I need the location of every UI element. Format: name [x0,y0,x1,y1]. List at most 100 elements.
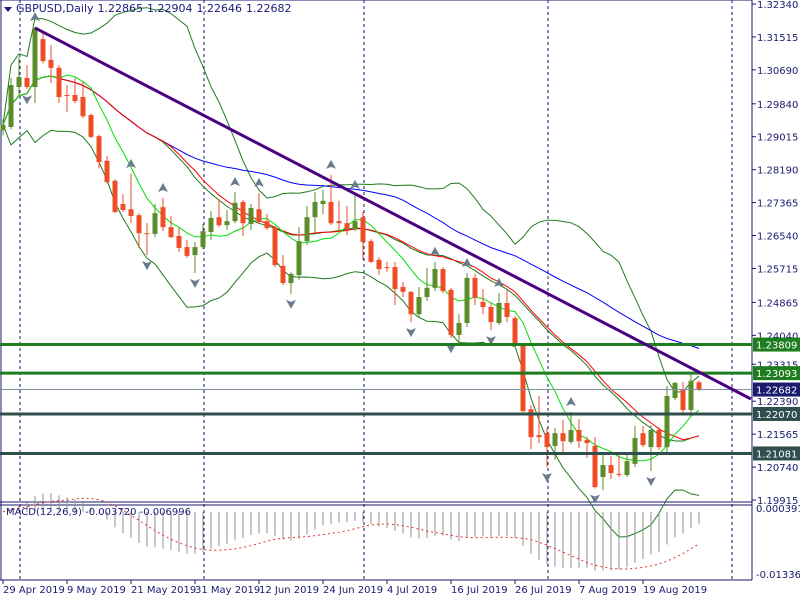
fractal-up-arrow-icon [126,159,136,169]
candle-bearish [544,433,550,448]
date-tick-label: 29 Apr 2019 [3,585,65,596]
price-tick-label: 1.29015 [757,133,798,144]
candle-bearish [104,160,110,183]
candle-bearish [48,59,54,68]
moving-average-fast [2,74,700,462]
candle-bearish [240,202,246,224]
candle-bullish [312,202,318,218]
candle-bearish [40,39,46,62]
fractal-up-arrow-icon [30,12,40,22]
candle-bearish [88,114,94,137]
candle-bearish [528,409,534,438]
price-level-label: 1.22070 [756,410,797,421]
close-value: 1.22682 [246,2,292,15]
candle-bearish [576,429,582,442]
macd-signal-line [2,497,700,570]
fractal-up-arrow-icon [430,246,440,256]
candle-bullish [688,380,694,410]
candle-bearish [272,227,278,266]
candle-bullish [16,77,22,88]
macd-header: MACD(12,26,9) -0.003720 -0.006996 [6,507,191,518]
candle-bearish [80,97,86,117]
fractal-down-arrow-icon [142,261,152,271]
date-tick-label: 24 Jun 2019 [323,585,383,596]
price-tick-label: 1.26540 [757,232,798,243]
fractal-down-arrow-icon [286,299,296,309]
candle-bearish [184,247,190,256]
price-level-label: 1.23809 [756,341,797,352]
candle-bearish [504,302,510,317]
moving-average-mid [2,75,700,441]
candle-bearish [616,473,622,475]
candle-bearish [144,233,150,235]
candle-bearish [176,235,182,248]
date-tick-label: 26 Jul 2019 [515,585,572,596]
dropdown-triangle-icon[interactable] [4,6,12,12]
candle-bullish [552,433,558,446]
date-tick-label: 21 May 2019 [131,585,196,596]
price-level-label-box [753,382,800,397]
price-tick-label: 1.23315 [757,360,798,371]
chart-header: GBPUSD,Daily 1.22865 1.22904 1.22646 1.22682 [4,2,296,15]
price-tick-label: 1.30690 [757,66,798,77]
candle-bearish [256,209,262,222]
candle-bearish [400,287,406,292]
candle-bullish [8,85,14,127]
fractal-down-arrow-icon [542,473,552,483]
fractal-up-arrow-icon [254,177,264,187]
candle-bearish [360,217,366,242]
candle-bearish [512,318,518,345]
bollinger-middle-band [2,75,700,442]
fractal-down-arrow-icon [486,336,496,346]
candle-bearish [120,203,126,210]
candle-bullish [416,297,422,315]
fractal-up-arrow-icon [350,179,360,189]
fractal-up-arrow-icon [230,177,240,187]
fractal-down-arrow-icon [646,477,656,487]
candle-bullish [648,429,654,448]
date-tick-label: 9 May 2019 [67,585,126,596]
price-level-label-box [753,406,800,421]
candle-bullish [224,221,230,226]
candle-bearish [384,267,390,269]
candle-bullish [152,213,158,234]
candle-bearish [408,291,414,315]
fractal-down-arrow-icon [590,494,600,504]
fractal-down-arrow-icon [22,95,32,105]
candle-bearish [128,209,134,216]
price-tick-label: 1.20740 [757,463,798,474]
candle-bearish [696,382,702,390]
price-level-label-box [753,446,800,461]
low-value: 1.22646 [196,2,243,15]
macd-signal-value: -0.006996 [139,507,191,518]
price-tick-label: 1.19915 [757,496,798,507]
fractal-up-arrow-icon [566,396,576,406]
candle-bearish [96,136,102,163]
candle-bullish [496,302,502,323]
candle-bearish [24,77,30,88]
candle-bullish [200,231,206,248]
price-tick-label: 1.24040 [757,331,798,342]
candle-bearish [480,301,486,307]
candle-bearish [64,95,70,97]
trendline [34,26,752,401]
candle-bearish [392,267,398,290]
price-tick-label: 1.22390 [757,397,798,408]
candle-bullish [632,437,638,464]
candle-bullish [568,429,574,442]
date-tick-label: 7 Aug 2019 [579,585,637,596]
candle-bullish [600,465,606,478]
candle-bullish [0,124,6,131]
candle-bullish [456,322,462,335]
price-level-label-box [753,366,800,381]
candle-bearish [368,241,374,262]
high-value: 1.22904 [147,2,193,15]
candle-bearish [112,180,118,212]
date-tick-label: 4 Jul 2019 [387,585,437,596]
bollinger-lower-band [2,124,700,538]
macd-axis-bottom-label: -0.013368 [756,570,800,581]
candle-bullish [288,273,294,284]
bollinger-upper-band [2,7,700,393]
open-value: 1.22865 [97,2,144,15]
